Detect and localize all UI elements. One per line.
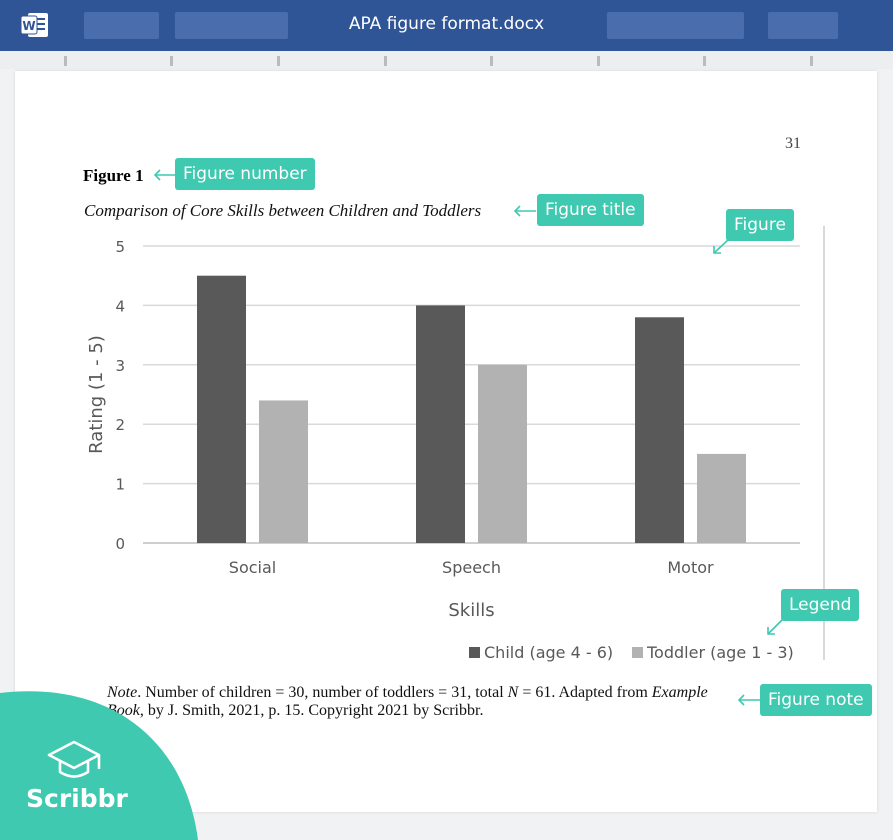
legend-swatch-child (469, 647, 480, 658)
menu-placeholder-2[interactable] (175, 12, 288, 39)
note-text-1: . Number of children = 30, number of tod… (137, 684, 508, 701)
scribbr-logo-text: Scribbr (26, 784, 128, 813)
ruler-tick (597, 56, 600, 66)
y-tick-label: 0 (115, 535, 125, 553)
x-tick-label: Motor (667, 558, 714, 577)
ruler-tick (810, 56, 813, 66)
bar-toddler-social (259, 400, 308, 543)
menu-placeholder-4[interactable] (768, 12, 838, 39)
svg-text:W: W (22, 19, 35, 33)
bar-child-social (197, 275, 246, 543)
document-title: APA figure format.docx (348, 14, 545, 34)
x-axis-label: Skills (448, 600, 494, 621)
graduation-cap-icon (47, 740, 101, 778)
menu-placeholder-3[interactable] (607, 12, 744, 39)
callout-figure: Figure (726, 209, 794, 241)
y-tick-label: 5 (115, 238, 125, 256)
x-tick-label: Social (229, 558, 276, 577)
note-text-2: = 61. Adapted from (518, 684, 652, 701)
legend-swatch-toddler (632, 647, 643, 658)
arrow-figure-note-icon (737, 694, 760, 706)
bar-toddler-motor (697, 453, 746, 543)
ruler (0, 51, 893, 69)
figure-note: Note. Number of children = 30, number of… (107, 684, 737, 720)
y-tick-label: 3 (115, 357, 125, 375)
arrow-legend-icon (767, 618, 784, 635)
callout-figure-note: Figure note (760, 684, 872, 716)
ruler-tick (170, 56, 173, 66)
callout-figure-title: Figure title (537, 194, 644, 226)
legend-label-child: Child (age 4 - 6) (484, 643, 613, 662)
page-number: 31 (785, 135, 801, 152)
ruler-tick (384, 56, 387, 66)
y-axis-label: Rating (1 - 5) (86, 335, 107, 454)
figure-border-line (823, 226, 825, 660)
bar-child-speech (416, 305, 465, 543)
callout-figure-number: Figure number (175, 158, 315, 190)
y-tick-label: 2 (115, 416, 125, 434)
arrow-figure-icon (713, 238, 730, 254)
ruler-tick (277, 56, 280, 66)
x-tick-label: Speech (442, 558, 501, 577)
figure-number: Figure 1 (83, 166, 144, 185)
y-tick-label: 4 (115, 297, 125, 315)
figure-title: Comparison of Core Skills between Childr… (84, 201, 482, 220)
menu-placeholder-1[interactable] (84, 12, 159, 39)
ruler-tick (64, 56, 67, 66)
note-text-3: , by J. Smith, 2021, p. 15. Copyright 20… (139, 702, 484, 719)
ruler-tick (703, 56, 706, 66)
note-label: Note (107, 684, 138, 701)
bar-toddler-speech (478, 364, 527, 543)
arrow-figure-number-icon (153, 169, 175, 181)
note-n: N (507, 684, 519, 701)
arrow-figure-title-icon (513, 205, 536, 217)
callout-legend: Legend (781, 589, 860, 621)
y-tick-label: 1 (115, 476, 125, 494)
legend-label-toddler: Toddler (age 1 - 3) (646, 643, 794, 662)
bar-child-motor (635, 317, 684, 543)
word-icon[interactable]: W (20, 10, 50, 40)
title-bar: W APA figure format.docx (0, 0, 893, 51)
ruler-tick (490, 56, 493, 66)
